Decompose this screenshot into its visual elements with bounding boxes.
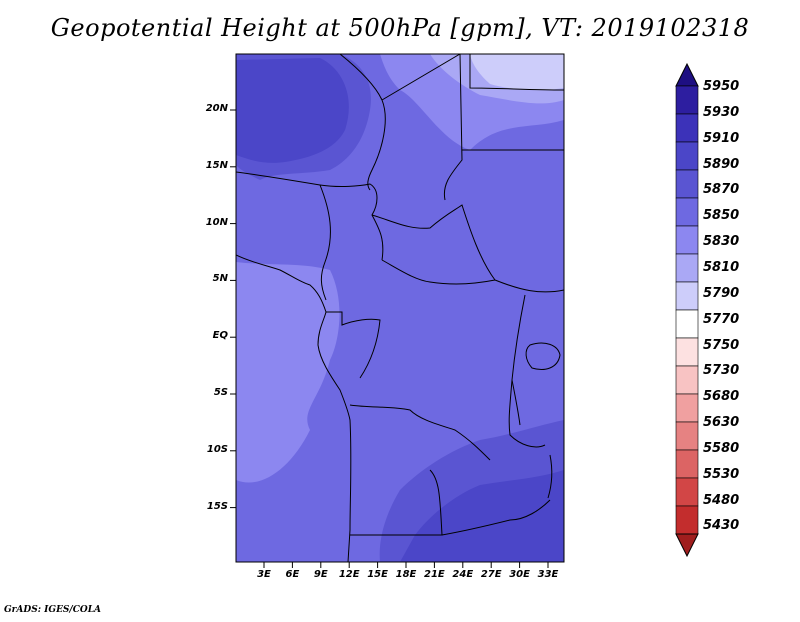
border-chad-car bbox=[371, 204, 496, 281]
border-drc-angola bbox=[349, 404, 491, 461]
colorbar-segment bbox=[675, 197, 699, 227]
longitude-label: 27E bbox=[480, 569, 502, 580]
border-east-africa bbox=[508, 294, 546, 448]
longitude-label: 3E bbox=[257, 569, 271, 580]
height-field-band-west bbox=[236, 262, 340, 483]
longitude-label: 24E bbox=[452, 569, 474, 580]
colorbar-segment bbox=[675, 253, 699, 283]
longitude-ticks bbox=[263, 562, 549, 568]
colorbar-label: 5770 bbox=[703, 311, 740, 327]
height-field-band-ne-corner bbox=[470, 54, 564, 91]
colorbar-label: 5580 bbox=[703, 440, 740, 456]
colorbar-label: 5930 bbox=[703, 104, 740, 120]
longitude-label: 18E bbox=[395, 569, 417, 580]
border-congo-gabon bbox=[326, 311, 381, 379]
latitude-label: 10S bbox=[206, 443, 228, 455]
colorbar-label: 5830 bbox=[703, 234, 740, 250]
longitude-label: 33E bbox=[537, 569, 559, 580]
colorbar-segment bbox=[675, 113, 699, 143]
longitude-label: 6E bbox=[285, 569, 300, 580]
longitude-label: 21E bbox=[424, 569, 445, 580]
height-field-core-southeast bbox=[400, 470, 564, 562]
longitude-label: 15E bbox=[367, 569, 388, 580]
colorbar-segment bbox=[675, 421, 699, 451]
colorbar-label: 5810 bbox=[703, 259, 740, 275]
colorbar-label: 5730 bbox=[703, 363, 740, 379]
colorbar-segment bbox=[675, 141, 699, 171]
colorbar-label: 5890 bbox=[703, 156, 740, 172]
colorbar-label: 5430 bbox=[703, 518, 740, 534]
contour-fill bbox=[236, 54, 564, 562]
coastline-west-africa bbox=[236, 254, 352, 562]
border-mozambique bbox=[441, 499, 551, 536]
colorbar-bottom-arrow bbox=[675, 533, 699, 558]
latitude-label: 10N bbox=[205, 216, 228, 228]
colorbar-label: 5790 bbox=[703, 285, 740, 301]
colorbar-label: 5850 bbox=[703, 208, 740, 224]
latitude-label: EQ bbox=[212, 330, 228, 342]
lake-malawi bbox=[547, 454, 553, 499]
latitude-ticks bbox=[230, 109, 236, 509]
colorbar-label: 5630 bbox=[703, 415, 740, 431]
colorbar-segment bbox=[675, 225, 699, 255]
border-central-north bbox=[339, 54, 386, 191]
colorbar-segment bbox=[675, 309, 699, 339]
colorbar-label: 5530 bbox=[703, 466, 740, 482]
colorbar-segment bbox=[675, 393, 699, 423]
colorbar-label: 5870 bbox=[703, 182, 740, 198]
colorbar-segment bbox=[675, 477, 699, 507]
longitude-label: 12E bbox=[338, 569, 360, 580]
colorbar-segment bbox=[675, 337, 699, 367]
colorbar-label: 5480 bbox=[703, 492, 740, 508]
colorbar-segment bbox=[675, 85, 699, 115]
map-title: Geopotential Height at 500hPa [gpm], VT:… bbox=[50, 14, 750, 42]
border-nigeria-cameroon bbox=[319, 184, 331, 301]
border-ne-corner bbox=[469, 54, 564, 91]
latitude-label: 20N bbox=[205, 103, 228, 114]
latitude-label: 15S bbox=[206, 500, 228, 512]
colorbar-segment bbox=[675, 169, 699, 199]
credit-text: GrADS: IGES/COLA bbox=[4, 605, 102, 615]
border-car-drc bbox=[381, 259, 564, 293]
latitude-label: 15N bbox=[205, 159, 228, 171]
map-frame bbox=[235, 53, 565, 563]
lake-victoria bbox=[525, 342, 561, 370]
colorbar-label: 5910 bbox=[703, 130, 740, 146]
border-sahel bbox=[236, 171, 384, 261]
latitude-label: 5S bbox=[213, 387, 228, 398]
colorbar-segment bbox=[675, 281, 699, 311]
colorbar-segment bbox=[675, 365, 699, 395]
lake-tanganyika bbox=[511, 379, 521, 426]
colorbar-segment bbox=[675, 505, 699, 535]
height-field-core-northwest bbox=[236, 58, 349, 163]
longitude-label: 30E bbox=[509, 569, 530, 580]
colorbar-top-arrow bbox=[675, 62, 699, 87]
country-borders bbox=[236, 54, 564, 562]
colorbar-segment bbox=[675, 449, 699, 479]
colorbar bbox=[675, 62, 699, 558]
colorbar-label: 5950 bbox=[703, 79, 740, 94]
longitude-label: 9E bbox=[313, 569, 328, 580]
colorbar-label: 5680 bbox=[703, 389, 740, 405]
colorbar-label: 5750 bbox=[703, 337, 740, 353]
latitude-label: 5N bbox=[212, 273, 228, 285]
border-libya-chad bbox=[381, 54, 463, 201]
